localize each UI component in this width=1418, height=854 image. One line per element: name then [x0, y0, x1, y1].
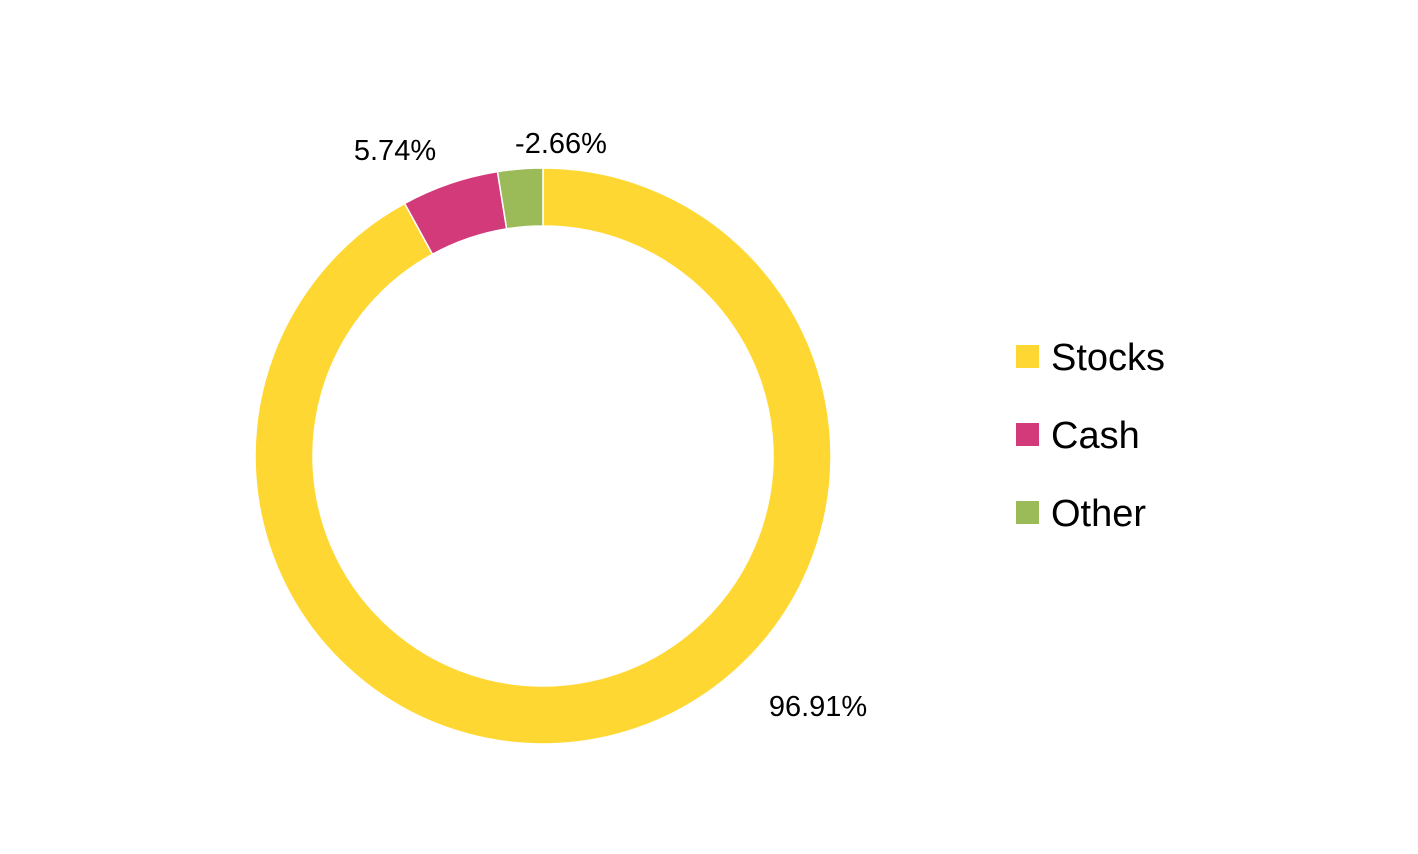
legend-label-cash: Cash [1051, 415, 1140, 457]
legend-swatch-stocks [1016, 345, 1039, 368]
data-labels: 96.91% 5.74% -2.66% [354, 128, 867, 723]
legend-label-other: Other [1051, 493, 1146, 535]
donut-slices [254, 167, 832, 745]
legend-swatch-other [1016, 501, 1039, 524]
data-label-other: -2.66% [515, 128, 607, 160]
legend: Stocks Cash Other [1016, 337, 1165, 535]
slice-other [496, 167, 544, 230]
data-label-stocks: 96.91% [769, 691, 867, 723]
slice-stocks [254, 167, 832, 745]
legend-label-stocks: Stocks [1051, 337, 1165, 379]
data-label-cash: 5.74% [354, 135, 436, 167]
legend-swatch-cash [1016, 423, 1039, 446]
